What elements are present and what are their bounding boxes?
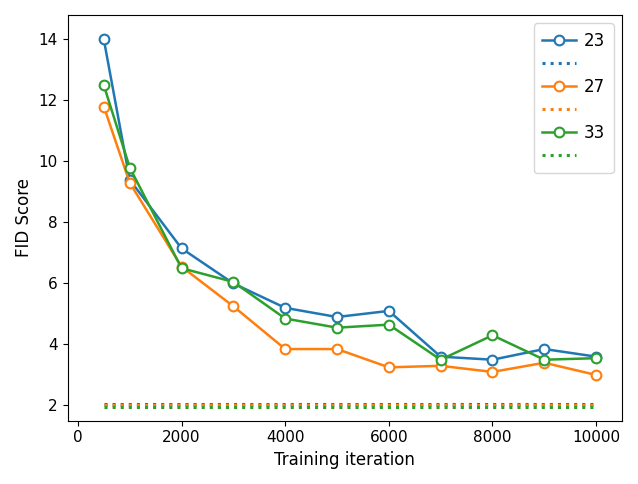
Legend: 23, , 27, , 33, : 23, , 27, , 33,	[534, 23, 614, 173]
Y-axis label: FID Score: FID Score	[15, 179, 33, 257]
X-axis label: Training iteration: Training iteration	[274, 451, 415, 469]
